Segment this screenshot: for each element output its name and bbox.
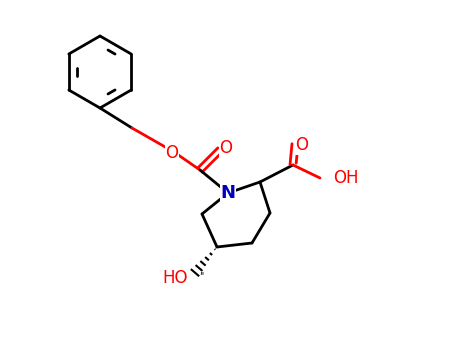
Text: N: N [221, 184, 236, 202]
Text: O: O [295, 136, 308, 154]
Text: '': '' [199, 271, 204, 281]
Text: O: O [219, 139, 233, 157]
Text: OH: OH [333, 169, 359, 187]
Text: HO: HO [162, 269, 188, 287]
Text: O: O [166, 144, 178, 162]
